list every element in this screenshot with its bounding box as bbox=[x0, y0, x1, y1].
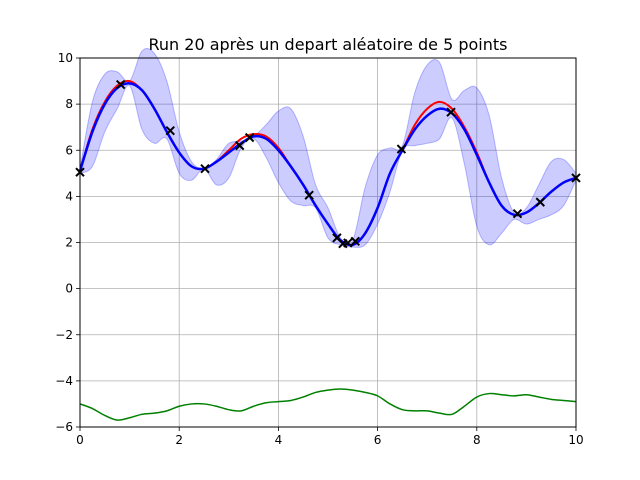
y-tick-label: 0 bbox=[65, 282, 73, 296]
observation-point bbox=[115, 79, 126, 90]
observation-point bbox=[165, 125, 175, 136]
x-axis: 0 2 4 6 8 10 bbox=[76, 427, 584, 447]
observation-point bbox=[244, 132, 255, 143]
y-tick-label: −4 bbox=[55, 374, 73, 388]
observation-point bbox=[200, 163, 210, 174]
y-tick-label: 8 bbox=[65, 97, 73, 111]
series-line-acquisition bbox=[79, 388, 577, 421]
y-tick-label: −2 bbox=[55, 328, 73, 342]
x-tick-label: 8 bbox=[473, 433, 481, 447]
observation-points-layer bbox=[75, 79, 581, 249]
observation-point bbox=[235, 140, 245, 151]
x-tick-label: 0 bbox=[76, 433, 84, 447]
y-tick-label: 10 bbox=[58, 51, 73, 65]
x-tick-label: 10 bbox=[568, 433, 583, 447]
observation-point bbox=[343, 238, 353, 248]
x-tick-label: 4 bbox=[275, 433, 283, 447]
y-tick-label: 4 bbox=[65, 189, 73, 203]
series-line-gp-mean bbox=[78, 82, 577, 247]
y-tick-label: −6 bbox=[55, 420, 73, 434]
observation-point bbox=[446, 107, 456, 117]
series-layer bbox=[78, 79, 577, 421]
y-axis: −6 −4 −2 0 2 4 6 8 10 bbox=[55, 51, 80, 434]
x-tick-label: 2 bbox=[175, 433, 183, 447]
y-tick-label: 6 bbox=[65, 143, 73, 157]
observation-point bbox=[350, 236, 360, 247]
chart-title: Run 20 après un depart aléatoire de 5 po… bbox=[149, 35, 508, 54]
observation-point bbox=[512, 208, 523, 219]
observation-point bbox=[396, 144, 407, 154]
observation-point bbox=[535, 197, 545, 207]
x-tick-label: 6 bbox=[374, 433, 382, 447]
observation-point bbox=[304, 190, 314, 200]
y-tick-label: 2 bbox=[65, 236, 73, 250]
